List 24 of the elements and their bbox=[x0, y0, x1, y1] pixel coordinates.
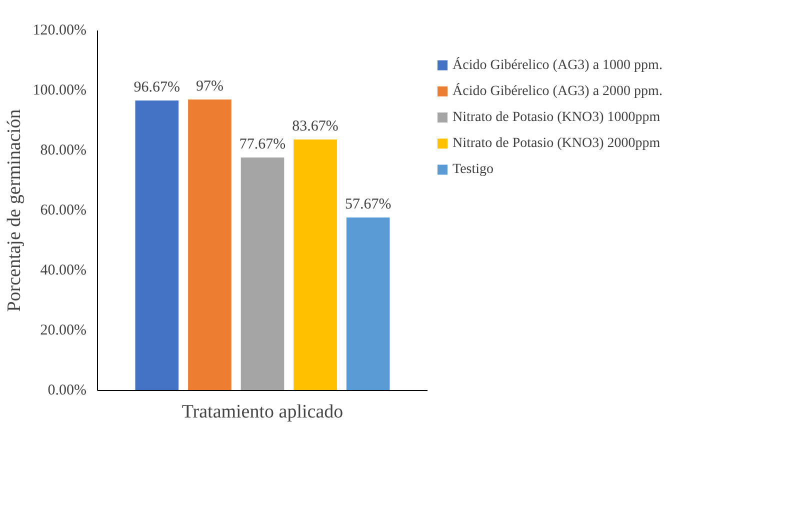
y-tick-label: 20.00% bbox=[40, 322, 87, 338]
data-label: 97% bbox=[196, 78, 224, 94]
y-tick-label: 60.00% bbox=[40, 202, 87, 218]
data-label: 57.67% bbox=[344, 196, 392, 212]
bar bbox=[294, 139, 337, 390]
y-tick-label: 80.00% bbox=[40, 142, 87, 158]
legend-label: Nitrato de Potasio (KNO3) 2000ppm bbox=[452, 136, 660, 152]
y-tick-label: 40.00% bbox=[40, 262, 87, 278]
bar bbox=[135, 100, 179, 390]
bar bbox=[346, 217, 390, 390]
legend-label: Ácido Gibérelico (AG3) a 1000 ppm. bbox=[452, 56, 662, 73]
data-label: 77.67% bbox=[239, 136, 286, 152]
bar bbox=[188, 100, 232, 390]
y-tick-label: 100.00% bbox=[32, 82, 87, 98]
legend-label: Ácido Gibérelico (AG3) a 2000 ppm. bbox=[452, 82, 662, 99]
bar bbox=[240, 157, 284, 390]
y-tick-label: 0.00% bbox=[48, 382, 87, 398]
y-axis-title: Porcentaje de germinación bbox=[4, 108, 25, 312]
y-tick-label: 120.00% bbox=[32, 22, 87, 38]
legend-label: Testigo bbox=[452, 162, 494, 178]
data-label: 96.67% bbox=[134, 79, 180, 96]
data-label: 83.67% bbox=[292, 118, 338, 134]
legend-label: Nitrato de Potasio (KNO3) 1000ppm bbox=[452, 110, 660, 125]
x-axis-title: Tratamiento aplicado bbox=[182, 402, 344, 422]
